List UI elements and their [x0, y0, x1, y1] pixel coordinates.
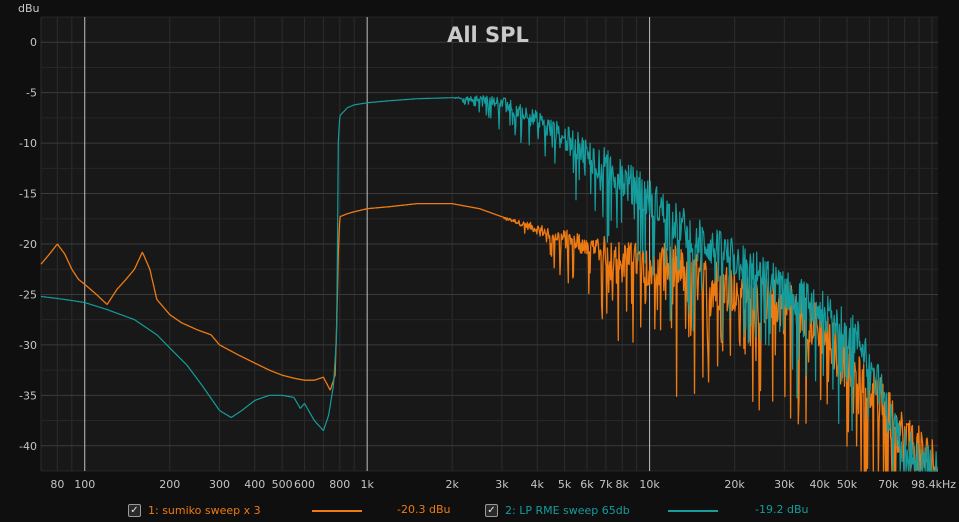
- y-tick-label: -35: [19, 389, 37, 402]
- x-tick-label: 40k: [809, 478, 830, 491]
- x-tick-label: 80: [50, 478, 64, 491]
- x-tick-label: 600: [294, 478, 315, 491]
- tick-labels: 0 -5 -10 -15 -20 -25 -30 -35 -40 80 100 200 300 400 50…: [19, 36, 956, 491]
- legend-swatch-1: [312, 510, 362, 512]
- x-tick-label: 1k: [360, 478, 374, 491]
- y-tick-label: -25: [19, 288, 37, 301]
- chart-title: All SPL: [447, 23, 529, 47]
- legend-label-1: 1: sumiko sweep x 3: [148, 503, 261, 517]
- x-tick-label: 2k: [446, 478, 460, 491]
- legend-label-2: 2: LP RME sweep 65db: [505, 503, 630, 517]
- y-tick-label: -15: [19, 188, 37, 201]
- y-tick-label: -40: [19, 440, 37, 453]
- x-tick-label: 70k: [878, 478, 899, 491]
- y-axis-unit: dBu: [18, 2, 40, 15]
- x-tick-label: 6k: [580, 478, 594, 491]
- x-tick-label: 4k: [531, 478, 545, 491]
- checkbox-series-2[interactable]: ✓: [485, 503, 498, 517]
- x-tick-label: 10k: [639, 478, 660, 491]
- y-tick-label: -20: [19, 238, 37, 251]
- x-tick-label: 400: [244, 478, 265, 491]
- x-tick-label: 20k: [724, 478, 745, 491]
- x-tick-label: 500: [272, 478, 293, 491]
- legend-item-2[interactable]: ✓ 2: LP RME sweep 65db: [485, 501, 630, 519]
- x-tick-label: 50k: [837, 478, 858, 491]
- legend-value-1: -20.3 dBu: [397, 503, 451, 516]
- y-tick-label: -5: [26, 87, 37, 100]
- legend-value-2: -19.2 dBu: [755, 503, 809, 516]
- x-tick-label: 100: [74, 478, 95, 491]
- y-tick-label: -30: [19, 339, 37, 352]
- x-tick-label: 3k: [495, 478, 509, 491]
- legend-swatch-2: [668, 510, 718, 512]
- x-tick-label: 7k: [599, 478, 613, 491]
- x-tick-label: 800: [329, 478, 350, 491]
- series-line-2: [40, 95, 939, 472]
- x-tick-label: 5k: [558, 478, 572, 491]
- y-tick-label: -10: [19, 137, 37, 150]
- legend-item-1[interactable]: ✓ 1: sumiko sweep x 3: [128, 501, 261, 519]
- x-tick-label: 98.4kHz: [911, 478, 956, 491]
- x-tick-label: 300: [209, 478, 230, 491]
- x-tick-label: 30k: [774, 478, 795, 491]
- checkbox-series-1[interactable]: ✓: [128, 503, 141, 517]
- y-tick-label: 0: [30, 36, 37, 49]
- x-tick-label: 8k: [616, 478, 630, 491]
- traces: [40, 95, 939, 472]
- x-tick-label: 200: [159, 478, 180, 491]
